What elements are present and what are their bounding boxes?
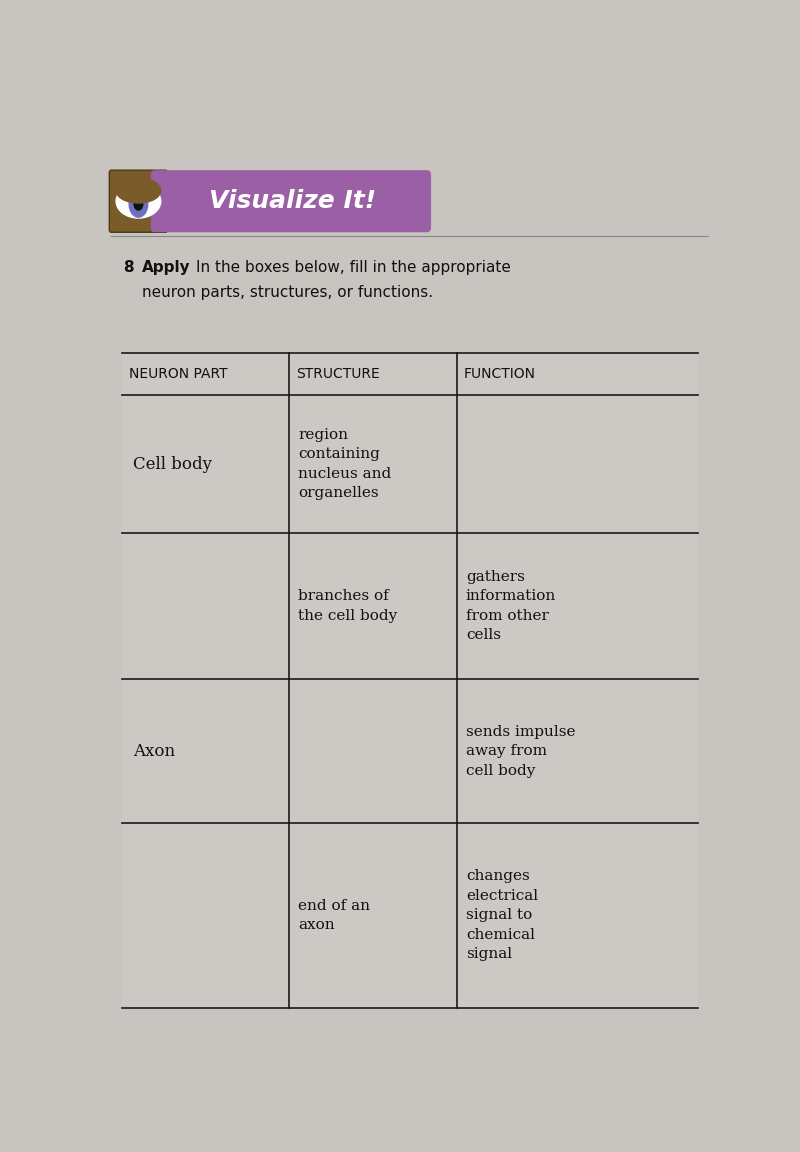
- Text: Axon: Axon: [133, 743, 175, 759]
- Ellipse shape: [116, 184, 161, 218]
- Ellipse shape: [116, 179, 161, 203]
- Text: branches of
the cell body: branches of the cell body: [298, 590, 398, 623]
- Text: region
containing
nucleus and
organelles: region containing nucleus and organelles: [298, 429, 392, 500]
- Ellipse shape: [134, 198, 142, 210]
- Text: In the boxes below, fill in the appropriate: In the boxes below, fill in the appropri…: [196, 259, 511, 275]
- Text: changes
electrical
signal to
chemical
signal: changes electrical signal to chemical si…: [466, 870, 538, 961]
- Ellipse shape: [129, 190, 148, 218]
- Text: NEURON PART: NEURON PART: [129, 367, 228, 381]
- FancyBboxPatch shape: [122, 353, 698, 1008]
- Text: FUNCTION: FUNCTION: [464, 367, 536, 381]
- Text: Visualize It!: Visualize It!: [209, 189, 376, 213]
- Text: end of an
axon: end of an axon: [298, 899, 370, 932]
- Text: Apply: Apply: [142, 259, 190, 275]
- Text: Cell body: Cell body: [133, 456, 212, 472]
- Text: 8: 8: [123, 259, 134, 275]
- Text: STRUCTURE: STRUCTURE: [297, 367, 380, 381]
- Text: gathers
information
from other
cells: gathers information from other cells: [466, 570, 556, 643]
- FancyBboxPatch shape: [110, 170, 167, 233]
- Text: sends impulse
away from
cell body: sends impulse away from cell body: [466, 725, 575, 778]
- Text: neuron parts, structures, or functions.: neuron parts, structures, or functions.: [142, 285, 434, 300]
- FancyBboxPatch shape: [151, 170, 431, 233]
